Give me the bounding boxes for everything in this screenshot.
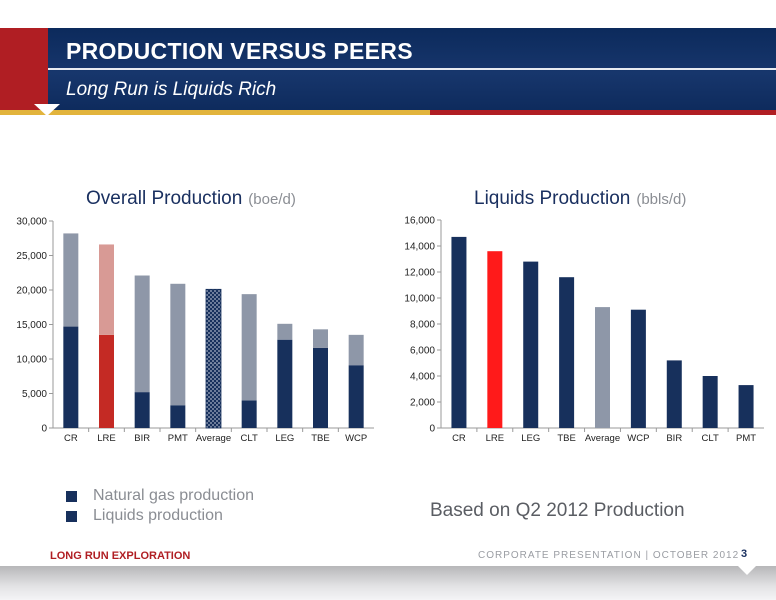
- gold-stripe: [0, 110, 430, 115]
- red-stripe: [430, 110, 776, 115]
- overall-bar-liquids-cr: [63, 326, 79, 428]
- overall-y-tick-label: 0: [41, 424, 47, 435]
- liquids-y-tick-label: 16,000: [404, 216, 435, 227]
- legend-swatch-gas: [66, 490, 77, 502]
- footer-company: LONG RUN EXPLORATION: [50, 550, 191, 562]
- overall-x-tick-label-lre: LRE: [97, 433, 115, 444]
- bottom-notch: [738, 566, 756, 575]
- overall-bar-liquids-tbe: [313, 347, 328, 428]
- liquids-x-tick-label-average: Average: [585, 433, 620, 444]
- liquids-y-tick-label: 10,000: [404, 294, 435, 305]
- overall-y-tick-label: 25,000: [16, 251, 47, 262]
- overall-x-tick-label-average: Average: [196, 433, 231, 444]
- liquids-x-tick-label-wcp: WCP: [627, 433, 649, 444]
- page-number: 3: [741, 548, 748, 560]
- overall-x-tick-label-cr: CR: [64, 433, 78, 444]
- liquids-y-tick-label: 2,000: [410, 398, 435, 409]
- liquids-bar-lre: [487, 251, 503, 428]
- header-banner: [0, 28, 776, 110]
- overall-chart-units: (boe/d): [248, 191, 296, 208]
- liquids-chart-title-main: Liquids Production: [474, 188, 630, 209]
- liquids-y-tick-label: 0: [429, 424, 435, 435]
- liquids-bar-clt: [702, 376, 718, 428]
- slide-subtitle: Long Run is Liquids Rich: [66, 79, 277, 100]
- legend-label-liquids: Liquids production: [93, 507, 223, 524]
- liquids-x-tick-label-bir: BIR: [666, 433, 682, 444]
- footer-presentation: CORPORATE PRESENTATION | OCTOBER 2012: [478, 550, 740, 561]
- liquids-chart-units: (bbls/d): [636, 191, 686, 208]
- production-note: Based on Q2 2012 Production: [430, 500, 685, 521]
- overall-bar-liquids-pmt: [170, 405, 186, 428]
- liquids-bar-average: [595, 307, 610, 428]
- liquids-x-tick-label-pmt: PMT: [736, 433, 756, 444]
- overall-x-tick-label-tbe: TBE: [311, 433, 329, 444]
- liquids-y-tick-label: 12,000: [404, 268, 435, 279]
- top-band: [0, 0, 776, 28]
- overall-bar-liquids-bir: [134, 392, 150, 428]
- chart-legend: Natural gas production Liquids productio…: [66, 486, 254, 526]
- overall-bar-gas-cr: [63, 233, 79, 327]
- slide-title: PRODUCTION VERSUS PEERS: [66, 38, 413, 64]
- header-notch: [34, 104, 60, 116]
- overall-bar-gas-wcp: [348, 334, 364, 366]
- overall-x-tick-label-pmt: PMT: [168, 433, 188, 444]
- overall-y-tick-label: 5,000: [22, 389, 47, 400]
- overall-bar-outline-average: [205, 288, 222, 429]
- overall-chart-title: Overall Production (boe/d): [86, 188, 296, 209]
- overall-bar-gas-tbe: [313, 329, 328, 348]
- overall-y-tick-label: 15,000: [16, 320, 47, 331]
- overall-bar-liquids-average: [206, 363, 221, 428]
- overall-chart-title-main: Overall Production: [86, 188, 242, 209]
- overall-bar-gas-lre: [99, 244, 114, 335]
- liquids-bar-leg: [523, 261, 539, 428]
- legend-item-liquids: Liquids production: [66, 506, 254, 526]
- legend-item-gas: Natural gas production: [66, 486, 254, 506]
- liquids-x-tick-label-leg: LEG: [521, 433, 540, 444]
- overall-bar-gas-bir: [134, 275, 150, 393]
- overall-bar-gas-clt: [241, 294, 257, 401]
- liquids-x-tick-label-clt: CLT: [702, 433, 719, 444]
- overall-y-tick-label: 20,000: [16, 286, 47, 297]
- overall-x-tick-label-bir: BIR: [134, 433, 150, 444]
- legend-label-gas: Natural gas production: [93, 487, 254, 504]
- liquids-x-tick-label-lre: LRE: [486, 433, 504, 444]
- overall-x-tick-label-clt: CLT: [241, 433, 258, 444]
- bottom-bar: [0, 566, 776, 600]
- overall-bar-liquids-lre: [99, 334, 114, 428]
- overall-y-tick-label: 30,000: [16, 217, 47, 228]
- legend-swatch-liquids: [66, 510, 77, 522]
- liquids-x-tick-label-tbe: TBE: [557, 433, 575, 444]
- liquids-chart-title: Liquids Production (bbls/d): [474, 188, 686, 209]
- liquids-bar-wcp: [630, 309, 646, 428]
- overall-bar-gas-leg: [277, 323, 293, 340]
- overall-x-tick-label-leg: LEG: [275, 433, 294, 444]
- overall-x-tick-label-wcp: WCP: [345, 433, 367, 444]
- liquids-bar-bir: [666, 360, 682, 428]
- liquids-y-tick-label: 8,000: [410, 320, 435, 331]
- liquids-bar-tbe: [559, 277, 575, 428]
- overall-bar-liquids-leg: [277, 339, 293, 428]
- liquids-y-tick-label: 14,000: [404, 242, 435, 253]
- overall-bar-liquids-clt: [241, 400, 257, 428]
- liquids-bar-pmt: [738, 385, 754, 428]
- liquids-x-tick-label-cr: CR: [452, 433, 466, 444]
- liquids-bar-cr: [451, 236, 467, 428]
- overall-bar-liquids-wcp: [348, 365, 364, 428]
- overall-bar-gas-pmt: [170, 283, 186, 406]
- header-rule: [48, 68, 776, 70]
- header-red-block: [0, 28, 48, 110]
- overall-bar-gas-average: [206, 289, 221, 364]
- liquids-y-tick-label: 4,000: [410, 372, 435, 383]
- liquids-y-tick-label: 6,000: [410, 346, 435, 357]
- overall-y-tick-label: 10,000: [16, 355, 47, 366]
